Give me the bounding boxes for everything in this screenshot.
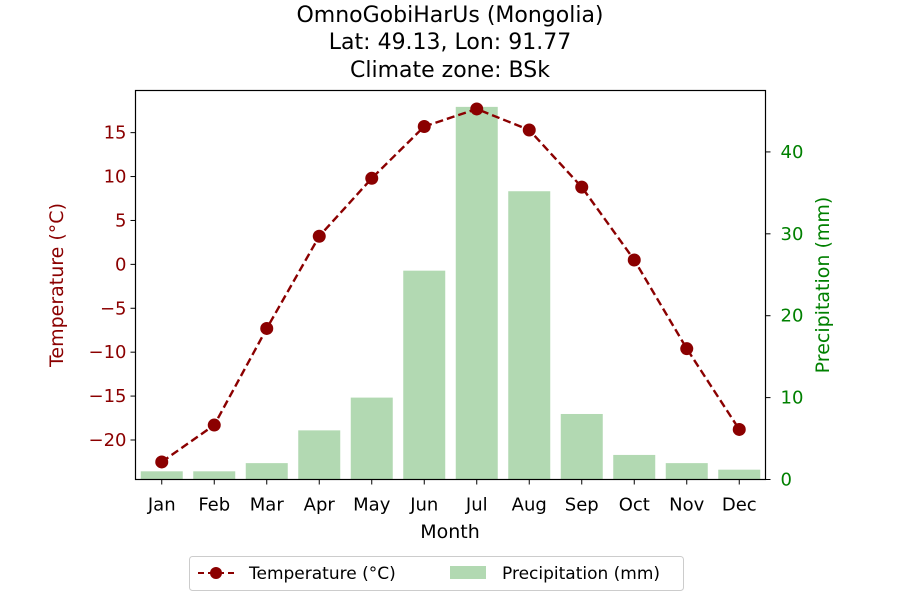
temperature-point-apr — [312, 229, 326, 243]
month-tick-label: Feb — [198, 495, 230, 516]
precipitation-bar-oct — [613, 454, 656, 480]
month-tick-label: Oct — [619, 495, 650, 516]
precipitation-axis-label: Precipitation (mm) — [812, 197, 834, 374]
month-tick-label: Sep — [565, 495, 599, 516]
temperature-point-jan — [155, 455, 169, 469]
month-tick-label: Apr — [304, 495, 336, 516]
temperature-point-feb — [207, 418, 221, 432]
month-tick-label: Nov — [669, 495, 704, 516]
precipitation-tick-label: 0 — [781, 470, 792, 491]
precipitation-axis: 0 10 20 30 40 — [765, 142, 804, 491]
temperature-line — [161, 107, 741, 463]
precipitation-tick-label: 10 — [781, 388, 804, 409]
legend-precipitation-label: Precipitation (mm) — [502, 564, 660, 584]
temperature-tick-label: −20 — [89, 430, 127, 451]
temperature-tick-label: 15 — [104, 123, 127, 144]
legend-temperature-label: Temperature (°C) — [248, 564, 396, 584]
chart-title-line-3: Climate zone: BSk — [350, 58, 550, 83]
precipitation-bar-feb — [193, 471, 236, 480]
precipitation-bar-sep — [560, 413, 603, 480]
plot-frame — [134, 89, 767, 481]
month-axis: Jan Feb Mar Apr May Jun Jul Aug Sep Oct Nov Dec — [147, 479, 757, 516]
precipitation-tick-label: 40 — [781, 142, 804, 163]
precipitation-bar-jul — [455, 106, 498, 480]
temperature-point-aug — [522, 123, 536, 137]
temperature-tick-label: 5 — [115, 210, 126, 231]
temperature-tick-label: −5 — [100, 298, 127, 319]
month-tick-label: Dec — [722, 495, 757, 516]
precipitation-bar-jan — [140, 471, 183, 480]
x-axis-label: Month — [420, 521, 480, 543]
temperature-tick-label: 0 — [115, 254, 126, 275]
temperature-tick-label: −15 — [89, 386, 127, 407]
temperature-point-nov — [680, 342, 694, 356]
temperature-point-jul — [470, 102, 484, 116]
precipitation-bar-dec — [718, 469, 761, 480]
precipitation-tick-label: 30 — [781, 224, 804, 245]
temperature-series — [155, 102, 746, 469]
temperature-tick-label: 10 — [104, 167, 127, 188]
precipitation-bar-apr — [298, 430, 341, 480]
precipitation-bar-aug — [508, 191, 551, 480]
month-tick-label: May — [353, 495, 391, 516]
precipitation-bar-nov — [665, 463, 708, 480]
month-tick-label: Jan — [147, 495, 176, 516]
temperature-tick-label: −10 — [89, 342, 127, 363]
temperature-point-dec — [732, 422, 746, 436]
legend-box — [189, 556, 684, 591]
temperature-point-mar — [260, 321, 274, 335]
temperature-point-oct — [627, 253, 641, 267]
temperature-point-may — [365, 171, 379, 185]
legend-temperature-marker — [210, 567, 222, 579]
month-tick-label: Jul — [465, 495, 488, 516]
temperature-axis-label: Temperature (°C) — [46, 203, 68, 368]
month-tick-label: Mar — [250, 495, 285, 516]
legend: Temperature (°C) Precipitation (mm) — [189, 556, 684, 591]
temperature-point-sep — [575, 180, 589, 194]
precipitation-bar-jun — [403, 270, 446, 480]
temperature-axis: −20 −15 −10 −5 0 5 10 15 — [89, 123, 136, 451]
month-tick-label: Aug — [512, 495, 547, 516]
month-tick-label: Jun — [409, 495, 438, 516]
chart-title-line-1: OmnoGobiHarUs (Mongolia) — [296, 3, 603, 28]
precipitation-tick-label: 20 — [781, 306, 804, 327]
precipitation-bar-may — [350, 397, 393, 480]
chart-title-line-2: Lat: 49.13, Lon: 91.77 — [329, 30, 571, 55]
precipitation-bars — [140, 106, 761, 480]
legend-precipitation-swatch — [450, 566, 486, 579]
precipitation-bar-mar — [245, 463, 288, 480]
temperature-point-jun — [417, 120, 431, 134]
